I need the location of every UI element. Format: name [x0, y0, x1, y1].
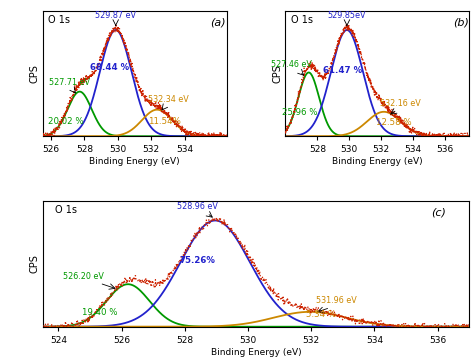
Text: 61.47 %: 61.47 %: [323, 66, 363, 75]
Text: 527.71 eV: 527.71 eV: [49, 78, 90, 87]
Text: 532.16 eV: 532.16 eV: [380, 98, 421, 107]
Y-axis label: CPS: CPS: [273, 64, 283, 83]
Text: (a): (a): [210, 17, 226, 27]
Y-axis label: CPS: CPS: [30, 64, 40, 83]
Text: 11.54%: 11.54%: [148, 117, 181, 126]
Text: 526.20 eV: 526.20 eV: [64, 272, 104, 281]
Text: 75.26%: 75.26%: [180, 256, 216, 265]
Text: 19.40 %: 19.40 %: [82, 308, 117, 317]
Text: (c): (c): [431, 208, 446, 218]
Text: 528.96 eV: 528.96 eV: [177, 202, 218, 211]
Text: 529.87 eV: 529.87 eV: [95, 12, 136, 20]
Text: 25.96 %: 25.96 %: [282, 108, 318, 117]
X-axis label: Binding Energy (eV): Binding Energy (eV): [210, 347, 301, 356]
Text: O 1s: O 1s: [291, 15, 313, 25]
Text: 68.44 %: 68.44 %: [90, 64, 129, 73]
Text: O 1s: O 1s: [55, 205, 77, 215]
X-axis label: Binding Energy (eV): Binding Energy (eV): [332, 157, 423, 166]
Text: O 1s: O 1s: [48, 15, 70, 25]
Text: 527.46 eV: 527.46 eV: [271, 60, 312, 69]
X-axis label: Binding Energy (eV): Binding Energy (eV): [89, 157, 180, 166]
Y-axis label: CPS: CPS: [30, 254, 40, 273]
Text: 12.58 %: 12.58 %: [376, 118, 412, 127]
Text: (b): (b): [453, 17, 469, 27]
Text: 529.85eV: 529.85eV: [328, 12, 366, 20]
Text: 20.02 %: 20.02 %: [48, 117, 84, 126]
Text: 532.34 eV: 532.34 eV: [148, 95, 188, 104]
Text: 531.96 eV: 531.96 eV: [316, 297, 357, 305]
Text: 5.34 %: 5.34 %: [306, 310, 336, 319]
